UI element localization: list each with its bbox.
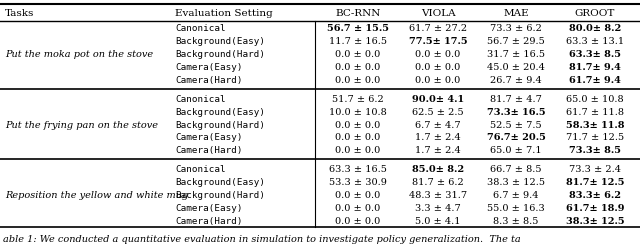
Text: 77.5± 17.5: 77.5± 17.5 [409, 37, 467, 46]
Text: 83.3± 6.2: 83.3± 6.2 [569, 190, 621, 199]
Text: Camera(Hard): Camera(Hard) [175, 76, 243, 84]
Text: 38.3 ± 12.5: 38.3 ± 12.5 [487, 178, 545, 186]
Text: 65.0 ± 10.8: 65.0 ± 10.8 [566, 94, 624, 103]
Text: Reposition the yellow and white mug: Reposition the yellow and white mug [5, 190, 188, 199]
Text: 76.7± 20.5: 76.7± 20.5 [486, 133, 545, 142]
Text: 0.0 ± 0.0: 0.0 ± 0.0 [335, 190, 381, 199]
Text: 81.7 ± 6.2: 81.7 ± 6.2 [412, 178, 464, 186]
Text: 66.7 ± 8.5: 66.7 ± 8.5 [490, 165, 541, 173]
Text: Put the moka pot on the stove: Put the moka pot on the stove [5, 50, 153, 58]
Text: 45.0 ± 20.4: 45.0 ± 20.4 [487, 62, 545, 72]
Text: 62.5 ± 2.5: 62.5 ± 2.5 [412, 107, 464, 116]
Text: 0.0 ± 0.0: 0.0 ± 0.0 [415, 62, 461, 72]
Text: Put the frying pan on the stove: Put the frying pan on the stove [5, 120, 158, 129]
Text: 0.0 ± 0.0: 0.0 ± 0.0 [335, 146, 381, 155]
Text: Background(Hard): Background(Hard) [175, 190, 265, 199]
Text: 38.3± 12.5: 38.3± 12.5 [566, 216, 624, 225]
Text: 48.3 ± 31.7: 48.3 ± 31.7 [409, 190, 467, 199]
Text: 0.0 ± 0.0: 0.0 ± 0.0 [335, 216, 381, 225]
Text: Tasks: Tasks [5, 10, 35, 18]
Text: 73.3± 16.5: 73.3± 16.5 [486, 107, 545, 116]
Text: 81.7± 9.4: 81.7± 9.4 [569, 62, 621, 72]
Text: 0.0 ± 0.0: 0.0 ± 0.0 [335, 62, 381, 72]
Text: 58.3± 11.8: 58.3± 11.8 [566, 120, 624, 129]
Text: 8.3 ± 8.5: 8.3 ± 8.5 [493, 216, 539, 225]
Text: 0.0 ± 0.0: 0.0 ± 0.0 [415, 76, 461, 84]
Text: Evaluation Setting: Evaluation Setting [175, 10, 273, 18]
Text: Canonical: Canonical [175, 165, 226, 173]
Text: 52.5 ± 7.5: 52.5 ± 7.5 [490, 120, 542, 129]
Text: BC-RNN: BC-RNN [335, 10, 381, 18]
Text: 31.7 ± 16.5: 31.7 ± 16.5 [487, 50, 545, 58]
Text: 80.0± 8.2: 80.0± 8.2 [569, 24, 621, 33]
Text: 11.7 ± 16.5: 11.7 ± 16.5 [329, 37, 387, 46]
Text: Camera(Hard): Camera(Hard) [175, 146, 243, 155]
Text: Camera(Easy): Camera(Easy) [175, 133, 243, 142]
Text: 0.0 ± 0.0: 0.0 ± 0.0 [335, 50, 381, 58]
Text: 56.7 ± 15.5: 56.7 ± 15.5 [327, 24, 389, 33]
Text: 61.7± 9.4: 61.7± 9.4 [569, 76, 621, 84]
Text: 26.7 ± 9.4: 26.7 ± 9.4 [490, 76, 542, 84]
Text: 0.0 ± 0.0: 0.0 ± 0.0 [335, 133, 381, 142]
Text: 81.7 ± 4.7: 81.7 ± 4.7 [490, 94, 542, 103]
Text: GROOT: GROOT [575, 10, 615, 18]
Text: 63.3± 8.5: 63.3± 8.5 [569, 50, 621, 58]
Text: 71.7 ± 12.5: 71.7 ± 12.5 [566, 133, 624, 142]
Text: VIOLA: VIOLA [420, 10, 455, 18]
Text: 6.7 ± 4.7: 6.7 ± 4.7 [415, 120, 461, 129]
Text: Background(Hard): Background(Hard) [175, 50, 265, 58]
Text: 61.7 ± 11.8: 61.7 ± 11.8 [566, 107, 624, 116]
Text: 73.3 ± 6.2: 73.3 ± 6.2 [490, 24, 542, 33]
Text: MAE: MAE [503, 10, 529, 18]
Text: 1.7 ± 2.4: 1.7 ± 2.4 [415, 146, 461, 155]
Text: 73.3± 8.5: 73.3± 8.5 [569, 146, 621, 155]
Text: 90.0± 4.1: 90.0± 4.1 [412, 94, 464, 103]
Text: Background(Easy): Background(Easy) [175, 107, 265, 116]
Text: 63.3 ± 16.5: 63.3 ± 16.5 [329, 165, 387, 173]
Text: 55.0 ± 16.3: 55.0 ± 16.3 [487, 203, 545, 212]
Text: 0.0 ± 0.0: 0.0 ± 0.0 [335, 76, 381, 84]
Text: Camera(Easy): Camera(Easy) [175, 203, 243, 212]
Text: 0.0 ± 0.0: 0.0 ± 0.0 [335, 203, 381, 212]
Text: able 1: We conducted a quantitative evaluation in simulation to investigate poli: able 1: We conducted a quantitative eval… [3, 234, 521, 244]
Text: 81.7± 12.5: 81.7± 12.5 [566, 178, 624, 186]
Text: 0.0 ± 0.0: 0.0 ± 0.0 [335, 120, 381, 129]
Text: 51.7 ± 6.2: 51.7 ± 6.2 [332, 94, 384, 103]
Text: 61.7± 18.9: 61.7± 18.9 [566, 203, 624, 212]
Text: Canonical: Canonical [175, 24, 226, 33]
Text: 5.0 ± 4.1: 5.0 ± 4.1 [415, 216, 461, 225]
Text: Background(Easy): Background(Easy) [175, 37, 265, 46]
Text: Camera(Easy): Camera(Easy) [175, 62, 243, 72]
Text: Background(Easy): Background(Easy) [175, 178, 265, 186]
Text: 0.0 ± 0.0: 0.0 ± 0.0 [415, 50, 461, 58]
Text: 1.7 ± 2.4: 1.7 ± 2.4 [415, 133, 461, 142]
Text: 63.3 ± 13.1: 63.3 ± 13.1 [566, 37, 624, 46]
Text: 53.3 ± 30.9: 53.3 ± 30.9 [329, 178, 387, 186]
Text: 73.3 ± 2.4: 73.3 ± 2.4 [569, 165, 621, 173]
Text: 85.0± 8.2: 85.0± 8.2 [412, 165, 464, 173]
Text: Canonical: Canonical [175, 94, 226, 103]
Text: 3.3 ± 4.7: 3.3 ± 4.7 [415, 203, 461, 212]
Text: Background(Hard): Background(Hard) [175, 120, 265, 129]
Text: 56.7 ± 29.5: 56.7 ± 29.5 [487, 37, 545, 46]
Text: 61.7 ± 27.2: 61.7 ± 27.2 [409, 24, 467, 33]
Text: 6.7 ± 9.4: 6.7 ± 9.4 [493, 190, 539, 199]
Text: Camera(Hard): Camera(Hard) [175, 216, 243, 225]
Text: 65.0 ± 7.1: 65.0 ± 7.1 [490, 146, 542, 155]
Text: 10.0 ± 10.8: 10.0 ± 10.8 [329, 107, 387, 116]
